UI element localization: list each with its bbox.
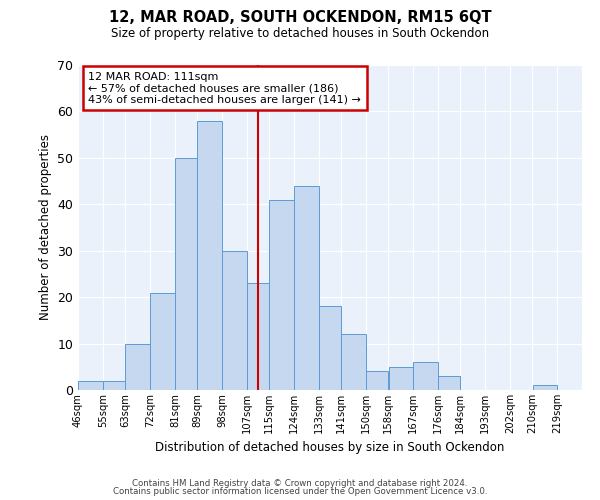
X-axis label: Distribution of detached houses by size in South Ockendon: Distribution of detached houses by size … [155, 442, 505, 454]
Bar [533, 386, 557, 390]
Text: Contains HM Land Registry data © Crown copyright and database right 2024.: Contains HM Land Registry data © Crown c… [132, 478, 468, 488]
Bar [223, 250, 247, 390]
Text: Contains public sector information licensed under the Open Government Licence v3: Contains public sector information licen… [113, 487, 487, 496]
Bar [389, 367, 413, 390]
Y-axis label: Number of detached properties: Number of detached properties [38, 134, 52, 320]
Bar [413, 362, 437, 390]
Bar [295, 186, 319, 390]
Text: 12, MAR ROAD, SOUTH OCKENDON, RM15 6QT: 12, MAR ROAD, SOUTH OCKENDON, RM15 6QT [109, 10, 491, 25]
Bar [79, 380, 103, 390]
Text: Size of property relative to detached houses in South Ockendon: Size of property relative to detached ho… [111, 28, 489, 40]
Bar [151, 292, 175, 390]
Bar [367, 372, 388, 390]
Bar [197, 120, 221, 390]
Bar [269, 200, 293, 390]
Bar [341, 334, 365, 390]
Bar [319, 306, 341, 390]
Bar [175, 158, 197, 390]
Bar [439, 376, 460, 390]
Bar [103, 380, 125, 390]
Bar [247, 283, 269, 390]
Bar [125, 344, 149, 390]
Text: 12 MAR ROAD: 111sqm
← 57% of detached houses are smaller (186)
43% of semi-detac: 12 MAR ROAD: 111sqm ← 57% of detached ho… [88, 72, 361, 104]
